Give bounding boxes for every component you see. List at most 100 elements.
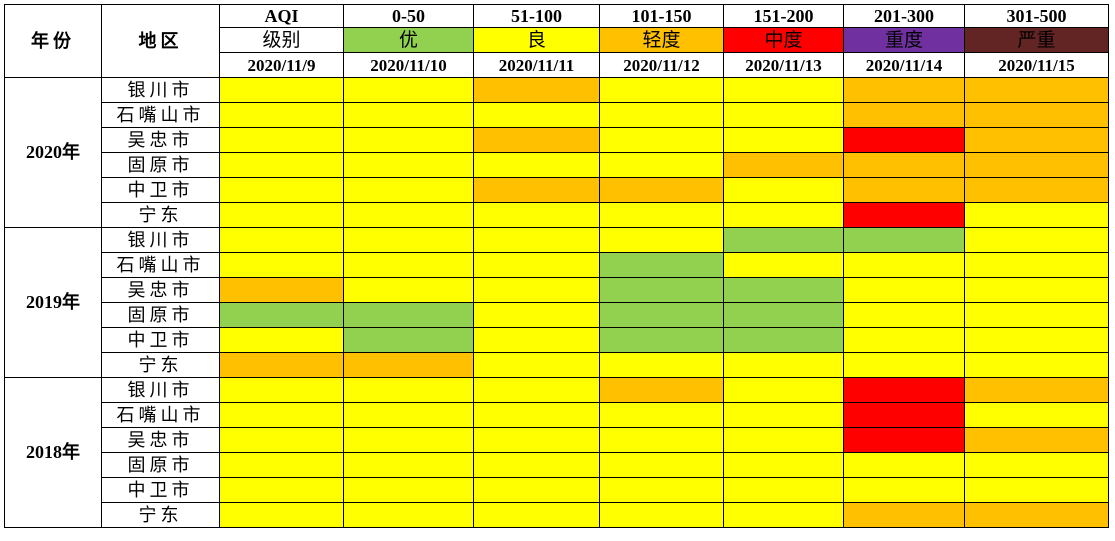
aqi-level-cell bbox=[723, 252, 844, 278]
region-row: 固原市 bbox=[5, 152, 1109, 178]
aqi-level-cell bbox=[473, 202, 600, 228]
aqi-level-cell bbox=[843, 352, 965, 378]
aqi-level-cell bbox=[343, 277, 474, 303]
aqi-level-cell bbox=[599, 252, 724, 278]
region-name: 中卫市 bbox=[101, 177, 220, 203]
region-row: 宁东 bbox=[5, 352, 1109, 378]
aqi-level-cell bbox=[964, 227, 1109, 253]
region-name: 固原市 bbox=[101, 152, 220, 178]
aqi-level-cell bbox=[219, 327, 344, 353]
region-row: 石嘴山市 bbox=[5, 252, 1109, 278]
region-row: 石嘴山市 bbox=[5, 102, 1109, 128]
year-column-header: 年份 bbox=[4, 4, 102, 78]
aqi-level-cell bbox=[343, 202, 474, 228]
aqi-level-cell bbox=[343, 302, 474, 328]
aqi-level-cell bbox=[964, 352, 1109, 378]
region-name: 固原市 bbox=[101, 302, 220, 328]
aqi-level-cell bbox=[964, 202, 1109, 228]
aqi-level-cell bbox=[964, 302, 1109, 328]
aqi-level-cell bbox=[599, 127, 724, 153]
aqi-level-cell bbox=[964, 102, 1109, 128]
range-1: 51-100 bbox=[473, 4, 600, 28]
region-row: 吴忠市 bbox=[5, 127, 1109, 153]
date-5: 2020/11/14 bbox=[843, 52, 965, 78]
aqi-level-cell bbox=[219, 152, 344, 178]
range-0: 0-50 bbox=[343, 4, 474, 28]
aqi-level-cell bbox=[964, 127, 1109, 153]
aqi-level-cell bbox=[473, 327, 600, 353]
aqi-level-cell bbox=[843, 277, 965, 303]
region-name: 银川市 bbox=[101, 377, 220, 403]
aqi-level-table: 年份 地区 AQI 0-50 51-100 101-150 151-200 20… bbox=[4, 4, 1109, 528]
aqi-level-cell bbox=[219, 77, 344, 103]
region-column-header: 地区 bbox=[101, 4, 220, 78]
range-5: 301-500 bbox=[964, 4, 1109, 28]
aqi-level-cell bbox=[473, 127, 600, 153]
level-5: 严重 bbox=[964, 27, 1109, 53]
aqi-level-cell bbox=[843, 427, 965, 453]
aqi-level-cell bbox=[473, 77, 600, 103]
aqi-level-cell bbox=[723, 152, 844, 178]
aqi-level-cell bbox=[343, 427, 474, 453]
aqi-level-cell bbox=[343, 502, 474, 528]
level-0: 优 bbox=[343, 27, 474, 53]
range-3: 151-200 bbox=[723, 4, 844, 28]
aqi-level-cell bbox=[723, 327, 844, 353]
aqi-level-cell bbox=[219, 452, 344, 478]
aqi-level-cell bbox=[473, 102, 600, 128]
aqi-level-cell bbox=[964, 152, 1109, 178]
aqi-level-cell bbox=[473, 477, 600, 503]
aqi-level-cell bbox=[723, 427, 844, 453]
aqi-level-cell bbox=[473, 277, 600, 303]
aqi-level-cell bbox=[473, 302, 600, 328]
aqi-level-cell bbox=[964, 402, 1109, 428]
aqi-level-cell bbox=[599, 402, 724, 428]
aqi-level-cell bbox=[219, 502, 344, 528]
aqi-level-cell bbox=[343, 227, 474, 253]
date-2: 2020/11/11 bbox=[473, 52, 600, 78]
aqi-level-cell bbox=[343, 77, 474, 103]
aqi-level-cell bbox=[599, 352, 724, 378]
aqi-level-cell bbox=[723, 227, 844, 253]
region-name: 吴忠市 bbox=[101, 427, 220, 453]
aqi-level-cell bbox=[343, 177, 474, 203]
aqi-level-cell bbox=[843, 102, 965, 128]
level-4: 重度 bbox=[843, 27, 965, 53]
aqi-level-cell bbox=[343, 127, 474, 153]
aqi-level-cell bbox=[843, 377, 965, 403]
range-2: 101-150 bbox=[599, 4, 724, 28]
region-name: 石嘴山市 bbox=[101, 102, 220, 128]
region-name: 银川市 bbox=[101, 227, 220, 253]
aqi-level-cell bbox=[343, 102, 474, 128]
level-2: 轻度 bbox=[599, 27, 724, 53]
aqi-level-cell bbox=[964, 502, 1109, 528]
aqi-range-row: 年份 地区 AQI 0-50 51-100 101-150 151-200 20… bbox=[4, 4, 1109, 78]
region-name: 吴忠市 bbox=[101, 277, 220, 303]
aqi-level-cell bbox=[599, 177, 724, 203]
aqi-level-cell bbox=[843, 477, 965, 503]
region-name: 中卫市 bbox=[101, 327, 220, 353]
aqi-level-cell bbox=[473, 252, 600, 278]
aqi-level-cell bbox=[964, 377, 1109, 403]
aqi-level-cell bbox=[723, 277, 844, 303]
region-name: 中卫市 bbox=[101, 477, 220, 503]
aqi-level-cell bbox=[473, 177, 600, 203]
aqi-level-cell bbox=[599, 377, 724, 403]
aqi-level-cell bbox=[219, 202, 344, 228]
aqi-level-cell bbox=[219, 302, 344, 328]
aqi-level-cell bbox=[843, 227, 965, 253]
aqi-level-cell bbox=[723, 477, 844, 503]
aqi-level-cell bbox=[343, 327, 474, 353]
date-row: 2020/11/9 2020/11/10 2020/11/11 2020/11/… bbox=[5, 52, 1109, 78]
aqi-level-cell bbox=[723, 402, 844, 428]
aqi-level-cell bbox=[219, 252, 344, 278]
date-6: 2020/11/15 bbox=[964, 52, 1109, 78]
aqi-level-cell bbox=[723, 302, 844, 328]
aqi-level-cell bbox=[219, 127, 344, 153]
aqi-level-cell bbox=[473, 427, 600, 453]
aqi-level-cell bbox=[723, 102, 844, 128]
region-row: 固原市 bbox=[5, 302, 1109, 328]
aqi-label: AQI bbox=[219, 4, 344, 28]
aqi-level-cell bbox=[723, 502, 844, 528]
aqi-level-cell bbox=[599, 202, 724, 228]
